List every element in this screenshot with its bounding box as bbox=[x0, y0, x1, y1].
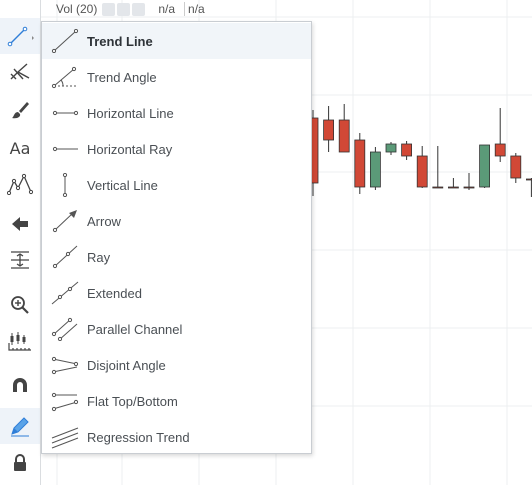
volume-legend: Vol (20) n/a n/a bbox=[56, 1, 205, 17]
candle-body bbox=[386, 144, 396, 152]
ray-icon bbox=[51, 245, 79, 269]
toolbar-magnet[interactable] bbox=[0, 368, 40, 404]
toolbar-pattern[interactable] bbox=[0, 166, 40, 202]
menu-item-ray[interactable]: Ray bbox=[42, 239, 311, 275]
toolbar-measure[interactable] bbox=[0, 242, 40, 278]
candle-body bbox=[355, 140, 365, 187]
candle-body bbox=[339, 120, 349, 152]
menu-item-arrow[interactable]: Arrow bbox=[42, 203, 311, 239]
toolbar-text[interactable]: Aa bbox=[0, 130, 40, 166]
regression-trend-icon bbox=[51, 425, 79, 449]
menu-item-horizontal-line[interactable]: Horizontal Line bbox=[42, 95, 311, 131]
candles-series bbox=[308, 104, 532, 324]
toolbar-trend-line[interactable] bbox=[0, 18, 40, 54]
menu-item-label: Horizontal Line bbox=[87, 106, 174, 121]
candle-body bbox=[511, 156, 521, 178]
line-tools-menu: Trend Line Trend Angle Horizontal Line H… bbox=[41, 21, 312, 454]
toolbar-pitchfork[interactable] bbox=[0, 53, 40, 89]
toolbar-arrow-left[interactable] bbox=[0, 206, 40, 242]
toolbar-brush[interactable] bbox=[0, 92, 40, 128]
menu-item-horizontal-ray[interactable]: Horizontal Ray bbox=[42, 131, 311, 167]
toolbar-candles-ruler[interactable] bbox=[0, 323, 40, 359]
extended-line-icon bbox=[51, 281, 79, 305]
candle-body bbox=[480, 145, 490, 187]
candle-body bbox=[402, 144, 412, 156]
menu-item-parallel-channel[interactable]: Parallel Channel bbox=[42, 311, 311, 347]
toolbar-lock[interactable] bbox=[0, 445, 40, 481]
menu-item-label: Trend Line bbox=[87, 34, 153, 49]
candle-body bbox=[526, 179, 532, 180]
legend-value-1: n/a bbox=[158, 2, 175, 16]
toolbar-zoom[interactable] bbox=[0, 287, 40, 323]
menu-item-label: Horizontal Ray bbox=[87, 142, 172, 157]
menu-item-extended[interactable]: Extended bbox=[42, 275, 311, 311]
pattern-tool-icon bbox=[7, 173, 33, 195]
menu-item-label: Trend Angle bbox=[87, 70, 157, 85]
menu-item-disjoint-angle[interactable]: Disjoint Angle bbox=[42, 347, 311, 383]
brush-tool-icon bbox=[9, 99, 31, 121]
text-tool-icon: Aa bbox=[10, 139, 31, 158]
settings-icon[interactable] bbox=[117, 3, 130, 16]
menu-item-label: Extended bbox=[87, 286, 142, 301]
menu-item-label: Arrow bbox=[87, 214, 121, 229]
trend-angle-icon bbox=[51, 65, 79, 89]
menu-item-label: Regression Trend bbox=[87, 430, 190, 445]
candle-body bbox=[448, 187, 458, 188]
menu-item-vertical-line[interactable]: Vertical Line bbox=[42, 167, 311, 203]
candle-body bbox=[370, 152, 380, 187]
candle-body bbox=[464, 187, 474, 188]
trend-line-icon bbox=[51, 29, 79, 53]
close-icon[interactable] bbox=[132, 3, 145, 16]
candle-body bbox=[433, 187, 443, 188]
arrow-left-tool-icon bbox=[9, 214, 31, 234]
legend-title: Vol (20) bbox=[56, 2, 97, 16]
menu-item-label: Flat Top/Bottom bbox=[87, 394, 178, 409]
disjoint-angle-icon bbox=[51, 353, 79, 377]
horizontal-ray-icon bbox=[51, 137, 79, 161]
candles-ruler-tool-icon bbox=[7, 330, 33, 352]
menu-item-label: Ray bbox=[87, 250, 110, 265]
pitchfork-tool-icon bbox=[8, 60, 32, 82]
candle-body bbox=[324, 120, 334, 140]
candle-body bbox=[495, 144, 505, 156]
menu-item-label: Disjoint Angle bbox=[87, 358, 166, 373]
menu-item-label: Vertical Line bbox=[87, 178, 158, 193]
menu-item-trend-line[interactable]: Trend Line bbox=[42, 23, 311, 59]
legend-value-2: n/a bbox=[184, 2, 205, 16]
parallel-channel-icon bbox=[51, 317, 79, 341]
toolbar-pencil[interactable] bbox=[0, 408, 40, 444]
menu-item-label: Parallel Channel bbox=[87, 322, 182, 337]
vertical-line-icon bbox=[51, 173, 79, 197]
menu-item-trend-angle[interactable]: Trend Angle bbox=[42, 59, 311, 95]
lock-tool-icon bbox=[10, 453, 30, 473]
pencil-tool-icon bbox=[8, 414, 32, 438]
zoom-tool-icon bbox=[9, 294, 31, 316]
drawing-toolbar: Aa bbox=[0, 0, 41, 485]
menu-item-regression-trend[interactable]: Regression Trend bbox=[42, 419, 311, 455]
measure-tool-icon bbox=[9, 249, 31, 271]
arrow-icon bbox=[51, 209, 79, 233]
candle-body bbox=[417, 156, 427, 187]
flat-top-bottom-icon bbox=[51, 389, 79, 413]
magnet-tool-icon bbox=[10, 376, 30, 396]
horizontal-line-icon bbox=[51, 101, 79, 125]
trend-line-tool-icon bbox=[5, 25, 35, 47]
menu-item-flat-top-bottom[interactable]: Flat Top/Bottom bbox=[42, 383, 311, 419]
eye-icon[interactable] bbox=[102, 3, 115, 16]
